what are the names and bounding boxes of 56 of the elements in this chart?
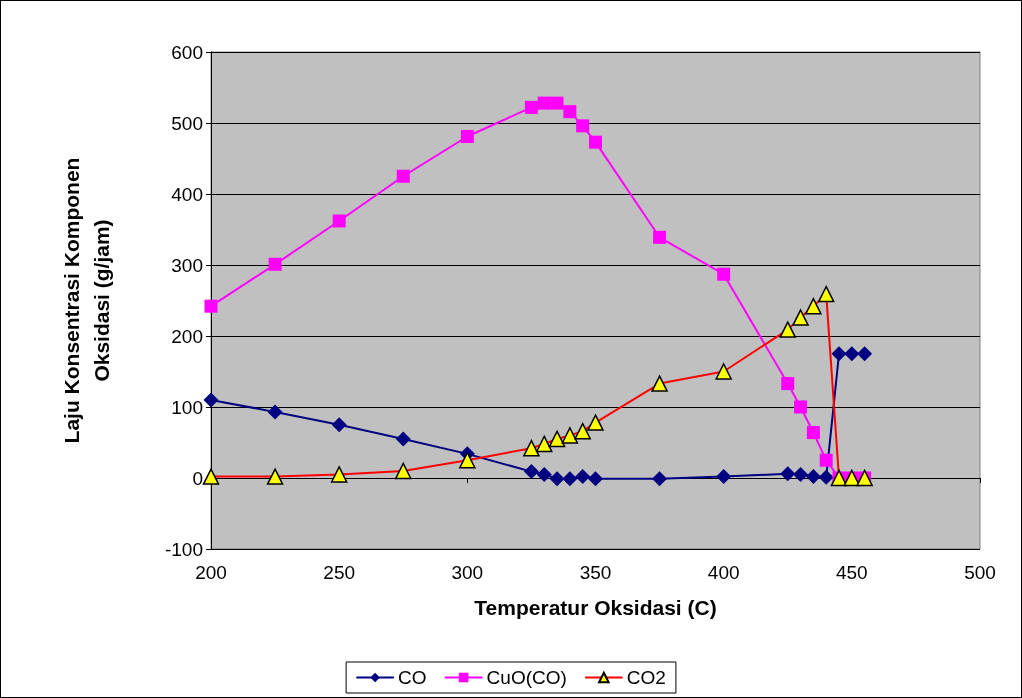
point	[781, 377, 795, 391]
point	[818, 469, 834, 485]
point	[332, 214, 346, 228]
x-axis-title: Temperatur Oksidasi (C)	[474, 596, 717, 619]
point	[793, 466, 809, 482]
y-tick-label: 600	[171, 41, 203, 63]
point	[831, 346, 847, 362]
point	[857, 346, 873, 362]
x-tick-label: 500	[964, 562, 996, 583]
point	[524, 100, 538, 114]
point	[780, 466, 796, 482]
point	[203, 392, 219, 408]
point	[550, 96, 564, 110]
y-tick-label: -100	[164, 538, 203, 560]
point	[331, 417, 347, 433]
point	[844, 346, 860, 362]
point	[589, 135, 602, 149]
legend-label: CO	[398, 667, 427, 688]
y-tick-label: 0	[192, 467, 203, 489]
x-tick-label: 300	[451, 562, 484, 583]
point	[204, 299, 218, 313]
y-tick-label: 200	[171, 325, 203, 347]
y-tick-label: 100	[171, 396, 203, 418]
x-tick-label: 400	[707, 562, 740, 583]
x-tick-label: 350	[579, 562, 612, 583]
point	[716, 469, 732, 485]
point	[576, 119, 590, 133]
point	[562, 471, 578, 487]
y-axis-title: Laju Konsentrasi Komponen Oksidasi (g/jam)	[59, 157, 113, 444]
point	[396, 169, 410, 183]
point	[549, 471, 565, 487]
y-tick-label: 400	[171, 183, 203, 205]
point	[395, 431, 411, 447]
x-tick-label: 200	[195, 562, 227, 583]
legend-label: CO2	[626, 667, 666, 688]
point	[652, 471, 668, 487]
point	[588, 471, 603, 487]
x-tick-label: 450	[835, 562, 868, 583]
y-tick-label: 500	[171, 112, 203, 134]
point	[537, 96, 551, 110]
point	[460, 129, 474, 143]
point	[805, 469, 821, 485]
y-tick-label: 300	[171, 254, 203, 276]
point	[717, 267, 731, 281]
point	[523, 464, 539, 480]
point	[536, 466, 552, 482]
point	[575, 469, 591, 485]
legend-label: CuO(CO)	[486, 667, 567, 688]
x-tick-label: 250	[323, 562, 356, 583]
point	[268, 257, 282, 271]
point	[653, 230, 667, 244]
point	[794, 400, 808, 414]
point	[267, 404, 283, 420]
point	[819, 453, 833, 467]
point	[563, 105, 577, 119]
point	[806, 426, 820, 440]
